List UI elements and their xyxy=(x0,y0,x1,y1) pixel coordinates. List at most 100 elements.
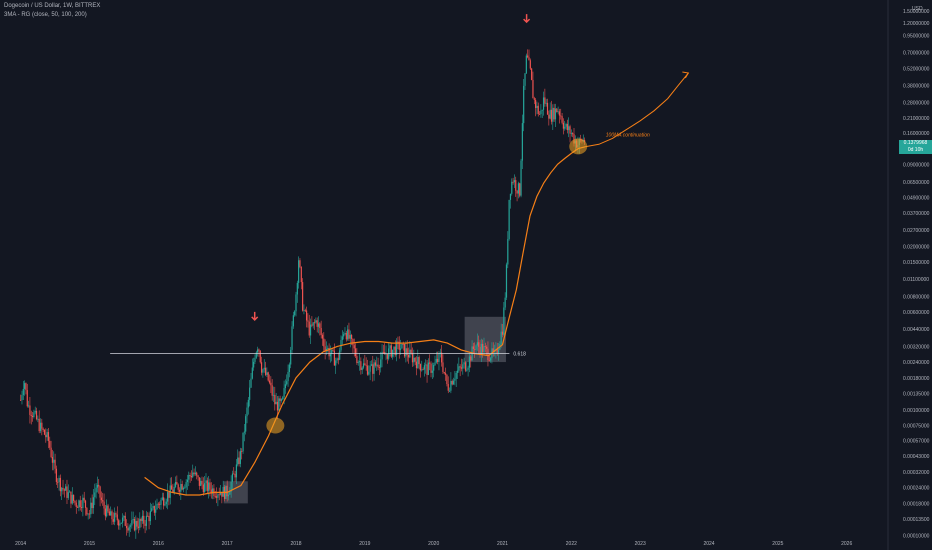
candle-body[interactable] xyxy=(448,390,451,392)
candle-body[interactable] xyxy=(141,515,144,522)
candle-body[interactable] xyxy=(103,501,105,509)
candle-body[interactable] xyxy=(160,499,162,505)
candle-body[interactable] xyxy=(488,360,490,361)
candle-body[interactable] xyxy=(39,422,42,432)
candle-body[interactable] xyxy=(309,324,312,336)
candle-body[interactable] xyxy=(233,473,235,475)
candle-body[interactable] xyxy=(335,360,337,366)
candle-body[interactable] xyxy=(459,366,461,368)
candle-body[interactable] xyxy=(90,502,92,515)
candle-body[interactable] xyxy=(53,459,55,463)
candle-body[interactable] xyxy=(468,356,471,368)
candle-body[interactable] xyxy=(568,126,570,131)
candle-body[interactable] xyxy=(66,486,68,498)
candle-body[interactable] xyxy=(188,475,190,480)
candle-body[interactable] xyxy=(536,105,538,108)
candle-body[interactable] xyxy=(519,183,521,196)
candle-body[interactable] xyxy=(287,371,289,382)
candle-body[interactable] xyxy=(88,513,91,515)
candle-body[interactable] xyxy=(300,266,302,283)
candle-body[interactable] xyxy=(364,363,366,365)
candle-body[interactable] xyxy=(185,482,187,488)
candle-body[interactable] xyxy=(472,346,474,349)
candle-body[interactable] xyxy=(497,349,500,354)
candle-body[interactable] xyxy=(149,511,151,522)
candle-body[interactable] xyxy=(572,133,574,135)
candle-body[interactable] xyxy=(433,365,435,371)
candle-body[interactable] xyxy=(116,514,118,521)
candle-body[interactable] xyxy=(515,180,517,191)
candle-body[interactable] xyxy=(421,369,423,371)
candle-body[interactable] xyxy=(247,399,249,408)
candle-body[interactable] xyxy=(147,515,149,517)
candle-body[interactable] xyxy=(268,380,271,383)
candle-body[interactable] xyxy=(42,428,44,431)
candle-body[interactable] xyxy=(112,519,114,522)
candle-body[interactable] xyxy=(50,447,52,457)
candle-body[interactable] xyxy=(124,515,126,526)
candle-body[interactable] xyxy=(295,294,297,312)
candle-body[interactable] xyxy=(33,412,35,418)
candle-body[interactable] xyxy=(208,482,210,491)
candle-body[interactable] xyxy=(333,350,335,366)
candle-body[interactable] xyxy=(402,343,404,345)
candle-body[interactable] xyxy=(523,85,525,124)
candle-body[interactable] xyxy=(552,107,554,122)
indicator-legend[interactable]: 3MA - RG (close, 50, 100, 200) xyxy=(4,12,87,18)
candle-body[interactable] xyxy=(538,113,541,115)
chart-symbol-title[interactable]: Dogecoin / US Dollar, 1W, BITTREX xyxy=(4,3,101,9)
candle-body[interactable] xyxy=(550,109,553,122)
candle-body[interactable] xyxy=(120,522,122,524)
candle-body[interactable] xyxy=(136,520,138,527)
candle-body[interactable] xyxy=(517,183,519,194)
candle-body[interactable] xyxy=(352,338,354,346)
candle-body[interactable] xyxy=(442,362,444,372)
candle-body[interactable] xyxy=(95,487,97,493)
candle-body[interactable] xyxy=(377,364,379,368)
candle-body[interactable] xyxy=(49,440,51,448)
candle-body[interactable] xyxy=(406,348,408,355)
candle-body[interactable] xyxy=(386,353,388,359)
candle-body[interactable] xyxy=(427,362,429,375)
candle-body[interactable] xyxy=(172,489,174,493)
candle-body[interactable] xyxy=(353,345,355,349)
candle-body[interactable] xyxy=(483,346,485,353)
candle-body[interactable] xyxy=(450,380,452,391)
candle-body[interactable] xyxy=(129,525,132,527)
candle-body[interactable] xyxy=(165,501,167,505)
candle-body[interactable] xyxy=(163,497,165,506)
candle-body[interactable] xyxy=(544,97,546,104)
candle-body[interactable] xyxy=(466,369,468,371)
candle-body[interactable] xyxy=(441,352,443,363)
candle-body[interactable] xyxy=(549,109,551,119)
candle-body[interactable] xyxy=(537,105,539,114)
candle-body[interactable] xyxy=(425,364,427,366)
candle-body[interactable] xyxy=(470,356,472,361)
candle-body[interactable] xyxy=(532,79,534,99)
candle-body[interactable] xyxy=(366,365,369,375)
candle-body[interactable] xyxy=(94,492,96,498)
candle-body[interactable] xyxy=(198,477,200,486)
candle-body[interactable] xyxy=(170,485,173,490)
candle-body[interactable] xyxy=(264,367,267,375)
candle-body[interactable] xyxy=(446,374,448,385)
candle-body[interactable] xyxy=(161,497,163,500)
candle-body[interactable] xyxy=(226,485,228,497)
candle-body[interactable] xyxy=(206,480,208,491)
candle-body[interactable] xyxy=(573,134,575,144)
candle-body[interactable] xyxy=(100,497,103,501)
candle-body[interactable] xyxy=(362,363,365,368)
candle-body[interactable] xyxy=(384,352,386,355)
candle-body[interactable] xyxy=(30,414,32,416)
candle-body[interactable] xyxy=(204,483,206,493)
candle-body[interactable] xyxy=(104,508,106,517)
candle-body[interactable] xyxy=(133,518,136,531)
candle-body[interactable] xyxy=(476,342,478,346)
candle-body[interactable] xyxy=(76,506,79,508)
candle-body[interactable] xyxy=(274,394,276,405)
candle-body[interactable] xyxy=(283,388,285,398)
candle-body[interactable] xyxy=(458,366,460,371)
candle-body[interactable] xyxy=(114,513,116,522)
candle-body[interactable] xyxy=(22,388,24,395)
candle-body[interactable] xyxy=(267,372,269,381)
